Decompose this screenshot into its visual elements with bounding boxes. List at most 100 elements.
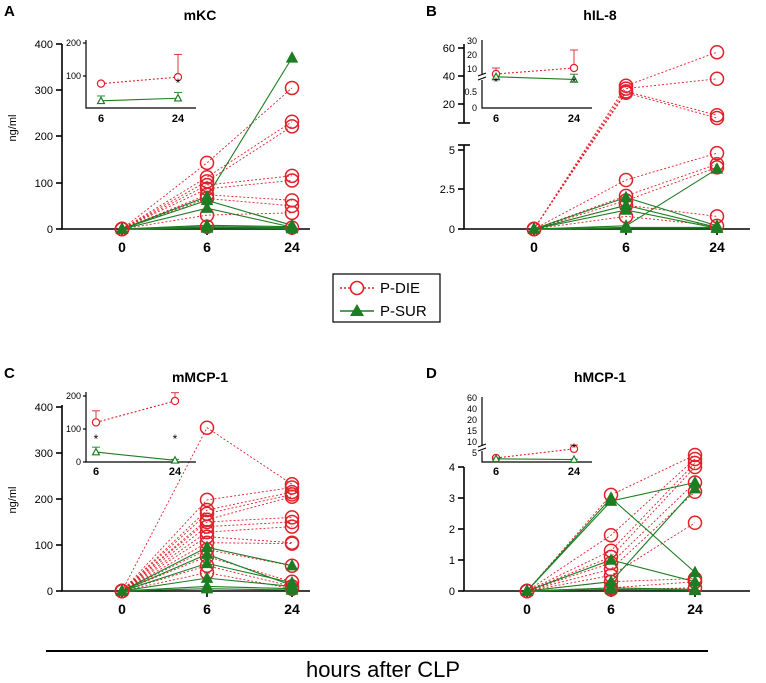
die-series-line	[533, 51, 718, 230]
panel-c-series	[114, 420, 300, 599]
y-tick-label: 400	[35, 39, 53, 51]
axis-break	[477, 447, 487, 452]
inset-y-tick-label: 0.5	[464, 87, 477, 97]
sur-data-point	[710, 221, 724, 233]
inset-y-tick-label: 30	[467, 36, 477, 46]
die-series-line	[526, 491, 696, 592]
die-series-line	[121, 493, 293, 592]
die-series-line	[121, 427, 293, 592]
sur-mean-point	[96, 95, 106, 105]
die-data-point	[199, 420, 215, 435]
sur-data-point	[200, 556, 214, 569]
inset-y-tick-label: 200	[66, 391, 81, 401]
die-mean-point	[173, 72, 183, 82]
sur-data-point	[527, 222, 541, 234]
die-data-point	[709, 110, 725, 126]
panel-c-yticks: 0 100 200 300 400	[35, 402, 62, 598]
panel-a-letter: A	[4, 3, 15, 20]
x-tick-label: 6	[607, 601, 615, 617]
die-data-point	[687, 451, 703, 467]
panel-b-inset: 10 20 30 0 0.5 6 24 * *	[464, 36, 592, 125]
die-series-line	[121, 125, 293, 230]
y-tick-label: 0	[47, 586, 53, 598]
die-series-line	[121, 194, 293, 230]
legend-box	[332, 273, 441, 323]
die-data-point	[284, 80, 300, 96]
panel-c: C mMCP-1 ng/ml 0 100 200 300 400 0 6 24	[4, 365, 310, 617]
sur-data-point	[688, 481, 702, 494]
sur-data-point	[285, 221, 299, 234]
inset-axes	[85, 40, 196, 109]
legend-sur-label: P-SUR	[380, 303, 427, 320]
die-data-point	[284, 489, 300, 504]
inset-x-tick-label: 24	[568, 466, 581, 478]
sur-mean-point	[491, 453, 501, 463]
inset-marks	[491, 49, 579, 83]
sur-data-point	[200, 201, 214, 213]
y-tick-label: 1	[449, 555, 455, 567]
y-tick-label: 100	[35, 540, 53, 552]
sur-data-point	[619, 221, 633, 233]
sur-mean-point	[170, 455, 180, 464]
inset-y-tick-label: 10	[467, 437, 477, 447]
significance-star: *	[572, 75, 577, 89]
sur-mean-point	[569, 74, 579, 83]
die-data-point	[284, 514, 300, 530]
inset-y-tick-label: 60	[467, 393, 477, 403]
panel-d-inset: 5 10 15 20 40 60 6 24 *	[467, 393, 592, 478]
significance-star: *	[176, 76, 181, 90]
sur-data-point	[200, 221, 214, 233]
inset-lower-axes	[481, 80, 592, 109]
significance-star: *	[494, 75, 499, 89]
legend-sur-marker	[350, 304, 364, 316]
die-data-point	[709, 44, 725, 60]
die-data-point	[199, 524, 215, 540]
die-data-point	[199, 169, 215, 185]
die-data-point	[199, 514, 215, 530]
inset-x-tick-label: 6	[93, 466, 99, 478]
die-data-point	[687, 515, 703, 531]
y-tick-label: 400	[35, 402, 53, 414]
inset-x-tick-label: 6	[493, 113, 499, 125]
inset-y-tick-label: 0	[76, 457, 81, 467]
inset-x-tick-label: 24	[172, 113, 185, 125]
die-data-point	[199, 492, 215, 508]
sur-mean-point	[569, 454, 579, 463]
die-series-line	[121, 496, 293, 592]
sur-data-point	[604, 582, 618, 595]
panel-a-title: mKC	[184, 7, 217, 23]
inset-y-tick-label: 10	[467, 64, 477, 74]
die-data-point	[603, 527, 619, 543]
die-mean-point	[170, 396, 180, 406]
die-data-point	[284, 536, 300, 551]
die-series-line	[533, 90, 718, 230]
sur-data-point	[200, 581, 214, 594]
panel-c-title: mMCP-1	[172, 369, 228, 385]
die-mean-point	[569, 63, 579, 73]
die-data-point	[709, 71, 725, 87]
inset-y-tick-label: 20	[467, 50, 477, 60]
die-data-point	[687, 459, 703, 475]
panel-a: A mKC ng/ml 0 100 200 300 400 0 6 24	[4, 3, 310, 255]
inset-y-tick-label: 200	[66, 38, 81, 48]
panel-d-title: hMCP-1	[574, 369, 626, 385]
x-axis-label: hours after CLP	[306, 657, 460, 682]
sur-data-point	[619, 203, 633, 215]
sur-data-point	[520, 584, 534, 596]
die-data-point	[709, 160, 725, 175]
die-mean-line	[100, 76, 179, 85]
legend-die-label: P-DIE	[380, 280, 420, 297]
panel-b: B hIL-8 20 40 60 0 2.5 5 0 6 24	[426, 3, 750, 255]
die-data-point	[284, 168, 300, 184]
y-tick-label: 0	[449, 224, 455, 236]
die-data-point	[618, 172, 634, 188]
inset-x-tick-label: 6	[98, 113, 104, 125]
x-tick-label: 0	[118, 239, 126, 255]
die-series-line	[121, 121, 293, 230]
legend-die-marker	[349, 280, 365, 296]
panel-a-ylabel: ng/ml	[7, 115, 19, 142]
sur-data-point	[604, 494, 618, 506]
x-tick-label: 6	[203, 601, 211, 617]
sur-mean-point	[491, 71, 501, 81]
inset-x-tick-label: 6	[493, 466, 499, 478]
